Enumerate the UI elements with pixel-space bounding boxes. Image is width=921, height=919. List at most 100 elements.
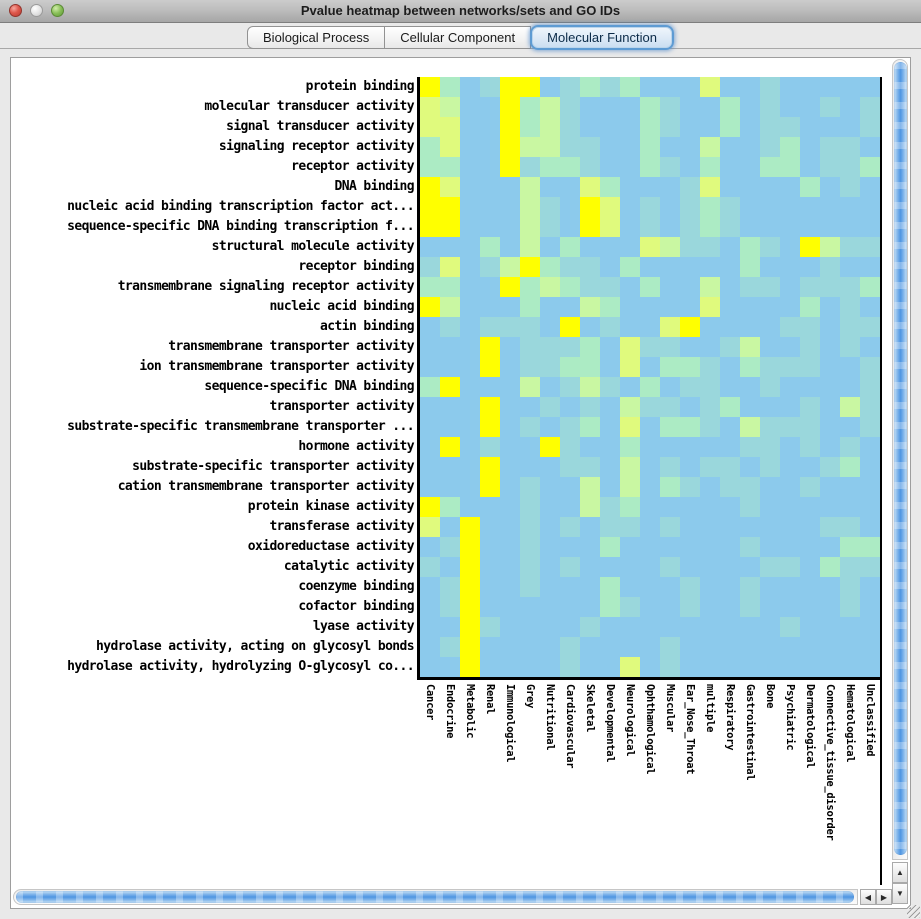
heatmap-cell [580, 477, 600, 497]
heatmap-cell [660, 397, 680, 417]
heatmap-cell [520, 517, 540, 537]
heatmap-cell [540, 217, 560, 237]
heatmap-cell [560, 197, 580, 217]
heatmap-cell [800, 617, 820, 637]
heatmap-cell [420, 357, 440, 377]
heatmap-cell [740, 377, 760, 397]
heatmap-cell [500, 617, 520, 637]
tab-molecular-function[interactable]: Molecular Function [530, 25, 674, 50]
heatmap-cell [420, 277, 440, 297]
vertical-scrollbar-thumb[interactable] [894, 62, 907, 855]
heatmap-cell [780, 337, 800, 357]
heatmap-cell [560, 577, 580, 597]
heatmap-cell [740, 537, 760, 557]
heatmap-cell [820, 177, 840, 197]
heatmap-cell [640, 617, 660, 637]
heatmap-cell [740, 237, 760, 257]
heatmap-cell [640, 137, 660, 157]
heatmap-cell [600, 137, 620, 157]
heatmap-cell [760, 617, 780, 637]
heatmap-cell [580, 357, 600, 377]
scroll-down-button[interactable]: ▼ [892, 883, 908, 904]
heatmap-cell [820, 217, 840, 237]
heatmap-cell [500, 157, 520, 177]
heatmap-cell [640, 517, 660, 537]
heatmap-cell [420, 417, 440, 437]
heatmap-cell [440, 497, 460, 517]
heatmap-cell [720, 537, 740, 557]
tab-cellular-component[interactable]: Cellular Component [384, 26, 532, 49]
heatmap-cell [420, 197, 440, 217]
heatmap-cell [540, 577, 560, 597]
heatmap-cell [840, 577, 860, 597]
title-bar[interactable]: Pvalue heatmap between networks/sets and… [0, 0, 921, 23]
heatmap-cell [580, 277, 600, 297]
heatmap-cell [660, 617, 680, 637]
heatmap-cell [740, 117, 760, 137]
heatmap-cell [720, 137, 740, 157]
heatmap-cell [660, 457, 680, 477]
scroll-up-button[interactable]: ▲ [892, 862, 908, 883]
heatmap-cell [520, 117, 540, 137]
heatmap-cell [740, 437, 760, 457]
heatmap-cell [860, 477, 880, 497]
horizontal-scrollbar-thumb[interactable] [16, 891, 854, 903]
zoom-window-icon[interactable] [51, 4, 64, 17]
scroll-left-button[interactable]: ◀ [860, 889, 876, 905]
heatmap-cell [760, 97, 780, 117]
heatmap-cell [800, 337, 820, 357]
heatmap-cell [540, 317, 560, 337]
minimize-window-icon[interactable] [30, 4, 43, 17]
heatmap-cell [420, 257, 440, 277]
heatmap-cell [860, 337, 880, 357]
heatmap-cell [680, 277, 700, 297]
heatmap-cell [700, 97, 720, 117]
heatmap-cell [520, 257, 540, 277]
heatmap-cell [800, 317, 820, 337]
heatmap-cell [440, 537, 460, 557]
heatmap-cell [560, 157, 580, 177]
heatmap-cell [500, 417, 520, 437]
row-label: cation transmembrane transporter activit… [117, 479, 415, 494]
heatmap-cell [500, 77, 520, 97]
heatmap-cell [520, 197, 540, 217]
heatmap-cell [620, 77, 640, 97]
heatmap-cell [460, 637, 480, 657]
heatmap-cell [500, 237, 520, 257]
heatmap-cell [440, 337, 460, 357]
close-window-icon[interactable] [9, 4, 22, 17]
heatmap-cell [620, 597, 640, 617]
heatmap-cell [560, 357, 580, 377]
heatmap-cell [820, 657, 840, 677]
scroll-up-icon: ▲ [896, 868, 904, 877]
heatmap-cell [720, 157, 740, 177]
heatmap-cell [600, 457, 620, 477]
heatmap-cell [580, 597, 600, 617]
scroll-right-button[interactable]: ▶ [876, 889, 892, 905]
horizontal-scrollbar-track[interactable] [13, 889, 858, 905]
heatmap-cell [700, 117, 720, 137]
heatmap-cell [800, 357, 820, 377]
heatmap-cell [780, 217, 800, 237]
heatmap-cell [640, 597, 660, 617]
heatmap-cell [560, 637, 580, 657]
heatmap-cell [720, 597, 740, 617]
heatmap-cell [640, 637, 660, 657]
tab-biological-process[interactable]: Biological Process [247, 26, 386, 49]
heatmap-cell [760, 397, 780, 417]
heatmap-cell [480, 197, 500, 217]
heatmap-cell [660, 137, 680, 157]
heatmap-cell [820, 197, 840, 217]
row-label: signal transducer activity [226, 119, 415, 134]
heatmap-cell [620, 517, 640, 537]
heatmap-cell [600, 377, 620, 397]
heatmap-cell [600, 357, 620, 377]
heatmap-cell [840, 157, 860, 177]
heatmap-panel: protein binding molecular transducer acti… [10, 57, 911, 909]
vertical-scrollbar-track[interactable] [892, 59, 908, 860]
heatmap-cell [780, 277, 800, 297]
window-resize-grip[interactable] [907, 905, 920, 918]
heatmap-cell [820, 437, 840, 457]
heatmap-cell [860, 637, 880, 657]
heatmap-cell [600, 397, 620, 417]
